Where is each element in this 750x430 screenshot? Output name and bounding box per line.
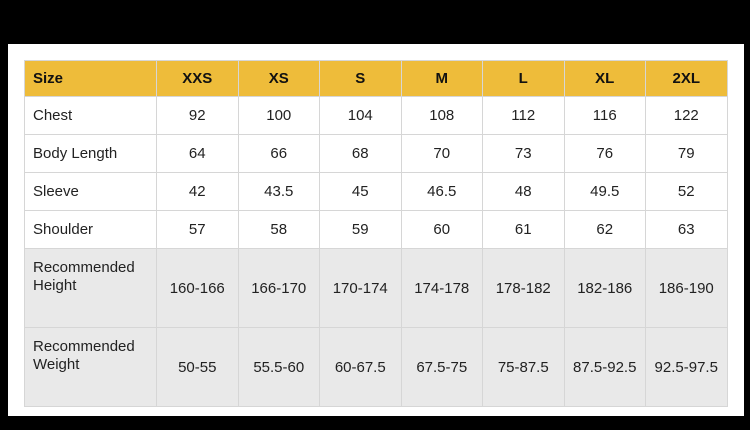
table-cell: 43.5 [237, 172, 320, 211]
table-cell: 108 [400, 96, 483, 135]
table-cell: 186-190 [645, 248, 728, 328]
table-cell: 52 [645, 172, 728, 211]
size-column-header: XL [563, 60, 646, 97]
table-cell: 62 [563, 210, 646, 249]
table-cell: 122 [645, 96, 728, 135]
table-cell: 87.5-92.5 [563, 327, 646, 407]
table-cell: 42 [156, 172, 239, 211]
table-cell: 48 [482, 172, 565, 211]
table-cell: 70 [400, 134, 483, 173]
table-cell: 67.5-75 [400, 327, 483, 407]
table-cell: 170-174 [319, 248, 402, 328]
table-cell: 55.5-60 [237, 327, 320, 407]
table-cell: 64 [156, 134, 239, 173]
row-label: Chest [24, 96, 157, 135]
table-cell: 59 [319, 210, 402, 249]
table-cell: 60-67.5 [319, 327, 402, 407]
table-cell: 116 [563, 96, 646, 135]
table-cell: 61 [482, 210, 565, 249]
table-cell: 104 [319, 96, 402, 135]
table-cell: 75-87.5 [482, 327, 565, 407]
size-chart-table: Size XXS XS S M L XL 2XL Chest 92 100 10… [24, 60, 728, 407]
table-cell: 79 [645, 134, 728, 173]
header-row: Size XXS XS S M L XL 2XL [24, 60, 728, 97]
row-label: Body Length [24, 134, 157, 173]
title-banner [38, 14, 718, 40]
table-cell: 46.5 [400, 172, 483, 211]
table-row-sleeve: Sleeve 42 43.5 45 46.5 48 49.5 52 [24, 172, 728, 211]
table-cell: 73 [482, 134, 565, 173]
size-column-header: L [482, 60, 565, 97]
table-cell: 76 [563, 134, 646, 173]
table-cell: 174-178 [400, 248, 483, 328]
table-row-recommended-weight: Recommended Weight 50-55 55.5-60 60-67.5… [24, 327, 728, 407]
size-column-header: XXS [156, 60, 239, 97]
table-cell: 58 [237, 210, 320, 249]
table-cell: 57 [156, 210, 239, 249]
table-row-body-length: Body Length 64 66 68 70 73 76 79 [24, 134, 728, 173]
table-cell: 166-170 [237, 248, 320, 328]
size-column-header: S [319, 60, 402, 97]
row-label: Recommended Weight [24, 327, 157, 407]
size-column-header: M [400, 60, 483, 97]
table-cell: 60 [400, 210, 483, 249]
table-cell: 66 [237, 134, 320, 173]
size-column-header: XS [237, 60, 320, 97]
table-row-shoulder: Shoulder 57 58 59 60 61 62 63 [24, 210, 728, 249]
table-cell: 49.5 [563, 172, 646, 211]
table-cell: 92 [156, 96, 239, 135]
row-label: Sleeve [24, 172, 157, 211]
table-cell: 68 [319, 134, 402, 173]
table-cell: 100 [237, 96, 320, 135]
table-cell: 63 [645, 210, 728, 249]
table-row-recommended-height: Recommended Height 160-166 166-170 170-1… [24, 248, 728, 328]
table-cell: 112 [482, 96, 565, 135]
row-label: Shoulder [24, 210, 157, 249]
table-cell: 92.5-97.5 [645, 327, 728, 407]
table-cell: 178-182 [482, 248, 565, 328]
size-header-label: Size [24, 60, 157, 97]
size-column-header: 2XL [645, 60, 728, 97]
table-cell: 160-166 [156, 248, 239, 328]
row-label: Recommended Height [24, 248, 157, 328]
table-cell: 182-186 [563, 248, 646, 328]
table-cell: 50-55 [156, 327, 239, 407]
table-row-chest: Chest 92 100 104 108 112 116 122 [24, 96, 728, 135]
table-cell: 45 [319, 172, 402, 211]
